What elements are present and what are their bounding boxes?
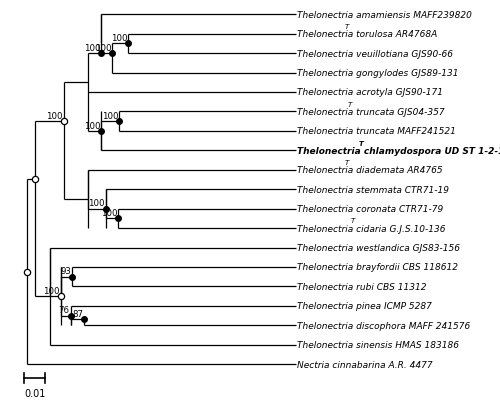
Text: Thelonectria coronata CTR71-79: Thelonectria coronata CTR71-79 [298, 205, 444, 214]
Text: Thelonectria rubi CBS 11312: Thelonectria rubi CBS 11312 [298, 282, 427, 291]
Text: Nectria cinnabarina A.R. 4477: Nectria cinnabarina A.R. 4477 [298, 360, 433, 369]
Text: 76: 76 [58, 306, 70, 315]
Text: T: T [348, 101, 352, 107]
Text: Thelonectria gongylodes GJS89-131: Thelonectria gongylodes GJS89-131 [298, 69, 459, 78]
Text: 0.01: 0.01 [24, 388, 46, 398]
Text: 100: 100 [110, 34, 127, 43]
Text: 100: 100 [88, 199, 104, 208]
Text: Thelonectria cidaria G.J.S.10-136: Thelonectria cidaria G.J.S.10-136 [298, 224, 446, 233]
Text: T: T [359, 140, 364, 146]
Text: Thelonectria westlandica GJS83-156: Thelonectria westlandica GJS83-156 [298, 243, 460, 252]
Text: Thelonectria pinea ICMP 5287: Thelonectria pinea ICMP 5287 [298, 302, 432, 310]
Text: 100: 100 [46, 112, 63, 121]
Text: Thelonectria truncata MAFF241521: Thelonectria truncata MAFF241521 [298, 127, 456, 136]
Text: Thelonectria stemmata CTR71-19: Thelonectria stemmata CTR71-19 [298, 185, 450, 194]
Text: 100: 100 [43, 286, 60, 295]
Text: 100: 100 [95, 44, 112, 53]
Text: 100: 100 [84, 122, 100, 130]
Text: T: T [344, 160, 348, 166]
Text: Thelonectria veuillotiana GJS90-66: Thelonectria veuillotiana GJS90-66 [298, 49, 454, 59]
Text: 87: 87 [72, 310, 84, 318]
Text: Thelonectria discophora MAFF 241576: Thelonectria discophora MAFF 241576 [298, 321, 470, 330]
Text: 100: 100 [84, 44, 100, 53]
Text: Thelonectria acrotyla GJS90-171: Thelonectria acrotyla GJS90-171 [298, 88, 444, 97]
Text: Thelonectria sinensis HMAS 183186: Thelonectria sinensis HMAS 183186 [298, 340, 460, 349]
Text: 100: 100 [100, 209, 117, 218]
Text: Thelonectria truncata GJS04-357: Thelonectria truncata GJS04-357 [298, 107, 445, 117]
Text: 100: 100 [102, 112, 118, 121]
Text: Thelonectria diademata AR4765: Thelonectria diademata AR4765 [298, 166, 443, 175]
Text: T: T [344, 24, 348, 30]
Text: Thelonectria chlamydospora UD ST 1-2-1: Thelonectria chlamydospora UD ST 1-2-1 [298, 146, 500, 156]
Text: Thelonectria torulosa AR4768A: Thelonectria torulosa AR4768A [298, 30, 438, 39]
Text: Thelonectria brayfordii CBS 118612: Thelonectria brayfordii CBS 118612 [298, 263, 458, 272]
Text: 93: 93 [60, 267, 72, 276]
Text: T: T [351, 218, 355, 224]
Text: Thelonectria amamiensis MAFF239820: Thelonectria amamiensis MAFF239820 [298, 11, 472, 20]
